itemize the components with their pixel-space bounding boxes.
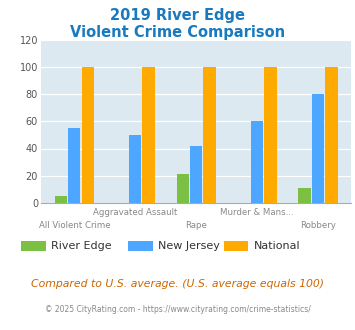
Text: Aggravated Assault: Aggravated Assault — [93, 208, 178, 217]
Bar — [142, 67, 155, 203]
Bar — [251, 121, 263, 203]
Text: © 2025 CityRating.com - https://www.cityrating.com/crime-statistics/: © 2025 CityRating.com - https://www.city… — [45, 305, 310, 314]
Bar — [82, 67, 94, 203]
Bar — [299, 188, 311, 203]
Bar — [312, 94, 324, 203]
Text: 2019 River Edge: 2019 River Edge — [110, 8, 245, 23]
Text: Murder & Mans...: Murder & Mans... — [220, 208, 294, 217]
Text: Compared to U.S. average. (U.S. average equals 100): Compared to U.S. average. (U.S. average … — [31, 279, 324, 289]
Bar — [203, 67, 216, 203]
Text: River Edge: River Edge — [51, 241, 112, 251]
Bar — [190, 146, 202, 203]
Bar — [129, 135, 141, 203]
Text: New Jersey: New Jersey — [158, 241, 220, 251]
Text: All Violent Crime: All Violent Crime — [38, 221, 110, 230]
Bar — [68, 128, 81, 203]
Text: Rape: Rape — [185, 221, 207, 230]
Bar — [55, 196, 67, 203]
Text: National: National — [254, 241, 300, 251]
Bar — [176, 174, 189, 203]
Text: Violent Crime Comparison: Violent Crime Comparison — [70, 25, 285, 40]
Text: Robbery: Robbery — [300, 221, 336, 230]
Bar — [264, 67, 277, 203]
Bar — [325, 67, 338, 203]
